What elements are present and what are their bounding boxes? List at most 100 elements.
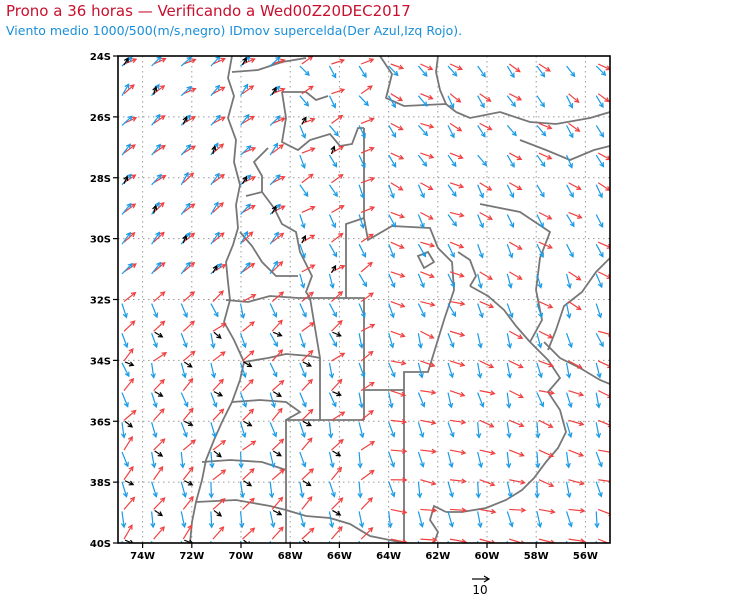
- right-mover-vector: [120, 422, 127, 439]
- left-mover-vector: [420, 211, 434, 220]
- right-mover-vector: [151, 143, 162, 156]
- left-mover-vector: [242, 497, 255, 510]
- left-mover-vector: [242, 204, 256, 213]
- left-mover-vector: [212, 173, 226, 184]
- left-mover-vector: [390, 390, 407, 397]
- left-mover-vector: [271, 87, 286, 95]
- right-mover-vector: [269, 392, 276, 409]
- right-mover-vector: [210, 303, 219, 318]
- left-mover-vector: [538, 63, 551, 72]
- left-mover-vector: [479, 508, 497, 515]
- right-mover-vector: [151, 481, 158, 498]
- mean-wind-vector: [302, 480, 312, 487]
- right-mover-vector: [210, 201, 219, 215]
- right-mover-vector: [299, 95, 310, 107]
- left-mover-vector: [123, 435, 133, 451]
- left-mover-vector: [390, 477, 408, 483]
- right-mover-vector: [299, 214, 306, 229]
- right-mover-vector: [595, 362, 602, 379]
- left-mover-vector: [212, 439, 227, 451]
- right-mover-vector: [595, 392, 601, 409]
- right-mover-vector: [595, 303, 603, 319]
- right-mover-vector: [299, 362, 307, 378]
- left-mover-vector: [153, 202, 165, 213]
- mean-wind-vector: [123, 175, 129, 185]
- lat-tick-label: 34S: [90, 356, 111, 367]
- left-mover-vector: [153, 526, 165, 540]
- left-mover-vector: [420, 537, 438, 543]
- right-mover-vector: [388, 362, 396, 378]
- mean-wind-vector: [243, 420, 253, 427]
- mean-wind-vector: [243, 361, 253, 368]
- left-mover-vector: [182, 203, 196, 213]
- left-mover-vector: [449, 419, 467, 425]
- right-mover-vector: [299, 392, 307, 408]
- latitude-axis: 24S 26S 28S 30S 32S 34S 36S 38S 40S: [90, 52, 111, 550]
- right-mover-vector: [269, 451, 276, 469]
- mean-wind-vector: [124, 361, 135, 367]
- left-mover-vector: [538, 330, 554, 339]
- right-mover-vector: [121, 262, 134, 275]
- right-mover-vector: [121, 202, 132, 215]
- right-mover-vector: [328, 214, 337, 229]
- left-mover-vector: [568, 479, 585, 486]
- right-mover-vector: [151, 231, 161, 245]
- lon-tick-label: 68W: [278, 551, 303, 562]
- right-mover-vector: [121, 333, 129, 349]
- left-mover-vector: [331, 466, 343, 481]
- right-mover-vector: [506, 214, 515, 229]
- mean-wind-vector: [212, 264, 218, 274]
- left-mover-vector: [479, 122, 493, 131]
- left-mover-vector: [153, 261, 166, 273]
- right-mover-vector: [388, 243, 396, 259]
- right-mover-vector: [416, 481, 423, 499]
- left-mover-vector: [449, 449, 467, 455]
- right-mover-vector: [358, 243, 367, 258]
- left-mover-vector: [212, 232, 225, 243]
- right-mover-vector: [358, 303, 366, 319]
- left-mover-vector: [508, 271, 523, 280]
- right-mover-vector: [477, 154, 488, 167]
- right-mover-vector: [566, 511, 573, 528]
- left-mover-vector: [272, 58, 286, 65]
- left-mover-vector: [271, 175, 286, 184]
- left-mover-vector: [331, 173, 344, 184]
- left-mover-vector: [509, 360, 524, 369]
- left-mover-vector: [242, 262, 256, 273]
- right-mover-vector: [388, 65, 399, 77]
- left-mover-vector: [597, 63, 610, 71]
- left-mover-vector: [390, 330, 406, 338]
- left-mover-vector: [449, 300, 466, 307]
- political-boundaries: [189, 56, 610, 543]
- right-mover-vector: [328, 392, 337, 408]
- right-mover-vector: [477, 392, 485, 408]
- left-mover-vector: [538, 419, 554, 428]
- lat-tick-label: 30S: [90, 235, 111, 246]
- left-mover-vector: [390, 182, 404, 191]
- right-mover-vector: [269, 260, 278, 275]
- left-mover-vector: [271, 291, 285, 303]
- right-mover-vector: [595, 125, 605, 138]
- left-mover-vector: [390, 241, 405, 249]
- left-mover-vector: [242, 115, 256, 124]
- left-mover-vector: [242, 440, 257, 451]
- mean-wind-vector: [330, 145, 336, 155]
- right-mover-vector: [388, 392, 394, 409]
- right-mover-vector: [239, 362, 247, 379]
- right-mover-vector: [239, 392, 248, 408]
- left-mover-vector: [479, 301, 495, 309]
- mean-wind-vector: [332, 331, 342, 337]
- left-mover-vector: [509, 507, 527, 513]
- left-mover-vector: [390, 448, 408, 454]
- left-mover-vector: [123, 496, 136, 510]
- left-mover-vector: [449, 211, 465, 218]
- left-mover-vector: [182, 116, 197, 124]
- left-mover-vector: [242, 176, 257, 184]
- left-mover-vector: [360, 176, 376, 184]
- mean-wind-vector: [213, 391, 224, 397]
- left-mover-vector: [212, 351, 226, 362]
- right-mover-vector: [151, 261, 162, 275]
- right-mover-vector: [506, 65, 515, 79]
- left-mover-vector: [568, 449, 585, 457]
- right-mover-vector: [506, 362, 513, 379]
